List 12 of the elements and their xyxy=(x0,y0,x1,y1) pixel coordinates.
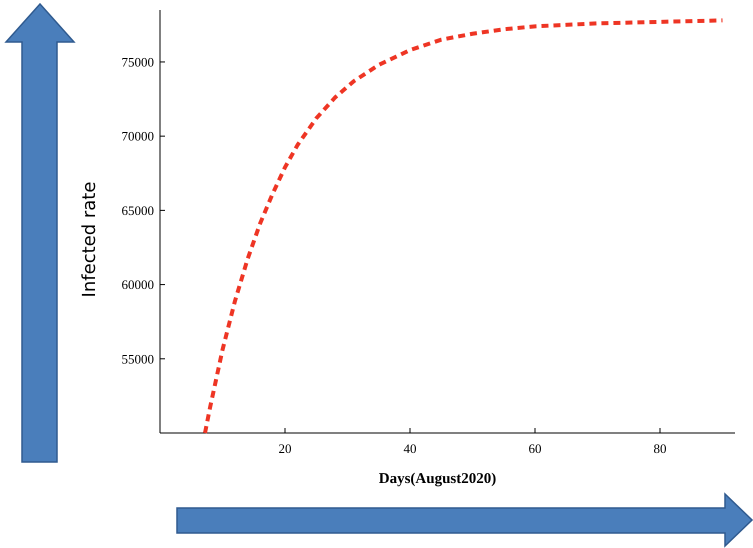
y-tick-label: 55000 xyxy=(122,351,154,366)
y-tick-label: 65000 xyxy=(122,202,154,218)
y-axis-title: Infected rate xyxy=(79,182,100,298)
y-tick-label: 75000 xyxy=(122,54,154,70)
x-axis-title: Days(August2020) xyxy=(378,471,496,487)
x-tick-label: 60 xyxy=(528,441,542,456)
line-series xyxy=(203,18,724,435)
x-tick-label: 20 xyxy=(278,441,292,456)
y-tick-label: 60000 xyxy=(122,277,154,292)
x-tick-label: 80 xyxy=(654,441,666,456)
x-tick-label: 40 xyxy=(404,441,416,456)
y-tick-label: 70000 xyxy=(122,128,154,144)
